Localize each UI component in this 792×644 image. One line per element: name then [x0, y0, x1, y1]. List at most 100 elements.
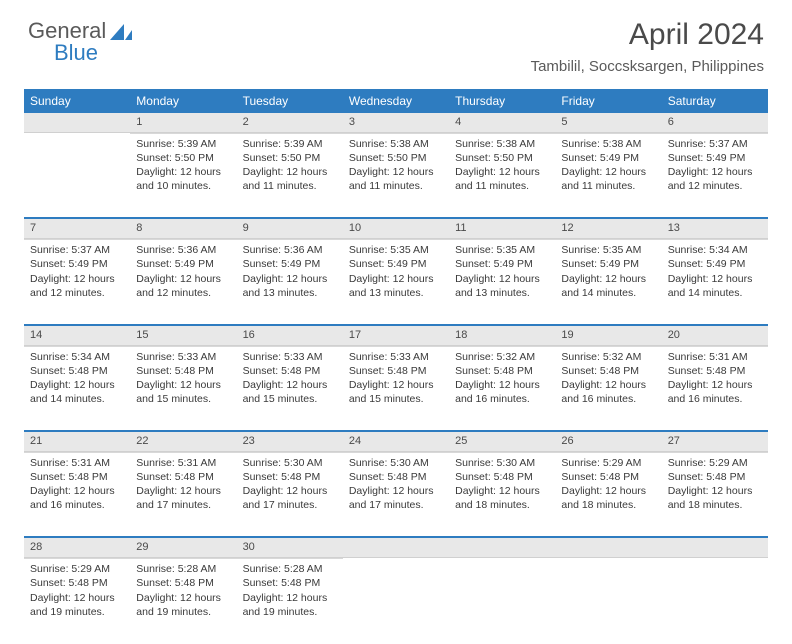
- day-cell: Sunrise: 5:33 AMSunset: 5:48 PMDaylight:…: [343, 345, 449, 431]
- day-number: [662, 538, 768, 557]
- sunset-text: Sunset: 5:49 PM: [349, 257, 443, 271]
- sunset-text: Sunset: 5:49 PM: [561, 151, 655, 165]
- day-cell: Sunrise: 5:38 AMSunset: 5:49 PMDaylight:…: [555, 132, 661, 218]
- sunset-text: Sunset: 5:48 PM: [668, 470, 762, 484]
- week-content-row: Sunrise: 5:31 AMSunset: 5:48 PMDaylight:…: [24, 451, 768, 537]
- logo-sail-icon: [110, 22, 132, 40]
- day-number: 10: [343, 219, 449, 238]
- day-number: 6: [662, 113, 768, 132]
- daylight-text-1: Daylight: 12 hours: [243, 378, 337, 392]
- sunset-text: Sunset: 5:48 PM: [136, 364, 230, 378]
- day-number: 25: [449, 432, 555, 451]
- day-number: 13: [662, 219, 768, 238]
- sunset-text: Sunset: 5:48 PM: [136, 576, 230, 590]
- sunset-text: Sunset: 5:49 PM: [561, 257, 655, 271]
- sunset-text: Sunset: 5:49 PM: [243, 257, 337, 271]
- day-cell: Sunrise: 5:37 AMSunset: 5:49 PMDaylight:…: [24, 239, 130, 325]
- sunset-text: Sunset: 5:49 PM: [668, 257, 762, 271]
- sunset-text: Sunset: 5:48 PM: [349, 470, 443, 484]
- sunset-text: Sunset: 5:48 PM: [243, 470, 337, 484]
- daylight-text-2: and 13 minutes.: [243, 286, 337, 300]
- sunrise-text: Sunrise: 5:38 AM: [349, 137, 443, 151]
- day-cell: Sunrise: 5:36 AMSunset: 5:49 PMDaylight:…: [130, 239, 236, 325]
- daylight-text-2: and 18 minutes.: [455, 498, 549, 512]
- daylight-text-1: Daylight: 12 hours: [455, 272, 549, 286]
- daylight-text-2: and 15 minutes.: [136, 392, 230, 406]
- day-number: 30: [237, 538, 343, 557]
- daylight-text-2: and 17 minutes.: [243, 498, 337, 512]
- sunset-text: Sunset: 5:50 PM: [243, 151, 337, 165]
- sunset-text: Sunset: 5:49 PM: [668, 151, 762, 165]
- daylight-text-2: and 15 minutes.: [349, 392, 443, 406]
- sunset-text: Sunset: 5:48 PM: [30, 576, 124, 590]
- day-cell: Sunrise: 5:38 AMSunset: 5:50 PMDaylight:…: [343, 132, 449, 218]
- weekday-header: Sunday: [24, 89, 130, 113]
- weekday-header: Friday: [555, 89, 661, 113]
- sunset-text: Sunset: 5:48 PM: [455, 364, 549, 378]
- sunrise-text: Sunrise: 5:28 AM: [136, 562, 230, 576]
- sunrise-text: Sunrise: 5:34 AM: [30, 350, 124, 364]
- daylight-text-2: and 12 minutes.: [30, 286, 124, 300]
- day-number: 29: [130, 538, 236, 557]
- daylight-text-1: Daylight: 12 hours: [668, 484, 762, 498]
- daylight-text-1: Daylight: 12 hours: [349, 272, 443, 286]
- daylight-text-1: Daylight: 12 hours: [455, 378, 549, 392]
- sunrise-text: Sunrise: 5:32 AM: [561, 350, 655, 364]
- sunrise-text: Sunrise: 5:30 AM: [455, 456, 549, 470]
- day-cell: Sunrise: 5:33 AMSunset: 5:48 PMDaylight:…: [130, 345, 236, 431]
- daylight-text-2: and 16 minutes.: [561, 392, 655, 406]
- sunrise-text: Sunrise: 5:36 AM: [136, 243, 230, 257]
- day-number: 14: [24, 326, 130, 345]
- day-cell: Sunrise: 5:28 AMSunset: 5:48 PMDaylight:…: [237, 558, 343, 644]
- sunrise-text: Sunrise: 5:30 AM: [243, 456, 337, 470]
- week-content-row: Sunrise: 5:37 AMSunset: 5:49 PMDaylight:…: [24, 239, 768, 325]
- sunrise-text: Sunrise: 5:29 AM: [30, 562, 124, 576]
- daylight-text-1: Daylight: 12 hours: [349, 378, 443, 392]
- sunrise-text: Sunrise: 5:35 AM: [561, 243, 655, 257]
- sunset-text: Sunset: 5:49 PM: [455, 257, 549, 271]
- sunrise-text: Sunrise: 5:37 AM: [668, 137, 762, 151]
- daylight-text-1: Daylight: 12 hours: [136, 165, 230, 179]
- day-number: 18: [449, 326, 555, 345]
- sunset-text: Sunset: 5:49 PM: [136, 257, 230, 271]
- daylight-text-1: Daylight: 12 hours: [136, 591, 230, 605]
- logo-text-2: Blue: [54, 40, 98, 66]
- daylight-text-2: and 18 minutes.: [668, 498, 762, 512]
- day-number: 2: [237, 113, 343, 132]
- day-number: 22: [130, 432, 236, 451]
- sunset-text: Sunset: 5:48 PM: [30, 470, 124, 484]
- daylight-text-2: and 11 minutes.: [455, 179, 549, 193]
- sunrise-text: Sunrise: 5:35 AM: [349, 243, 443, 257]
- daylight-text-1: Daylight: 12 hours: [136, 484, 230, 498]
- day-number-row: 21222324252627: [24, 432, 768, 451]
- daylight-text-2: and 11 minutes.: [243, 179, 337, 193]
- sunrise-text: Sunrise: 5:29 AM: [561, 456, 655, 470]
- day-number: 11: [449, 219, 555, 238]
- day-number: 17: [343, 326, 449, 345]
- day-cell: Sunrise: 5:28 AMSunset: 5:48 PMDaylight:…: [130, 558, 236, 644]
- weekday-header: Saturday: [662, 89, 768, 113]
- day-number: [343, 538, 449, 557]
- sunrise-text: Sunrise: 5:29 AM: [668, 456, 762, 470]
- location-label: Tambilil, Soccsksargen, Philippines: [531, 58, 764, 75]
- daylight-text-2: and 13 minutes.: [349, 286, 443, 300]
- sunset-text: Sunset: 5:50 PM: [136, 151, 230, 165]
- sunset-text: Sunset: 5:49 PM: [30, 257, 124, 271]
- daylight-text-2: and 14 minutes.: [30, 392, 124, 406]
- daylight-text-1: Daylight: 12 hours: [668, 165, 762, 179]
- daylight-text-2: and 14 minutes.: [668, 286, 762, 300]
- sunrise-text: Sunrise: 5:31 AM: [30, 456, 124, 470]
- daylight-text-1: Daylight: 12 hours: [30, 378, 124, 392]
- day-number: 12: [555, 219, 661, 238]
- daylight-text-2: and 14 minutes.: [561, 286, 655, 300]
- day-number: 5: [555, 113, 661, 132]
- day-number-row: 78910111213: [24, 219, 768, 238]
- day-cell: [343, 558, 449, 644]
- weekday-header: Tuesday: [237, 89, 343, 113]
- sunset-text: Sunset: 5:48 PM: [668, 364, 762, 378]
- week-content-row: Sunrise: 5:29 AMSunset: 5:48 PMDaylight:…: [24, 558, 768, 644]
- day-cell: Sunrise: 5:30 AMSunset: 5:48 PMDaylight:…: [237, 451, 343, 537]
- day-cell: Sunrise: 5:29 AMSunset: 5:48 PMDaylight:…: [662, 451, 768, 537]
- daylight-text-2: and 15 minutes.: [243, 392, 337, 406]
- day-cell: Sunrise: 5:38 AMSunset: 5:50 PMDaylight:…: [449, 132, 555, 218]
